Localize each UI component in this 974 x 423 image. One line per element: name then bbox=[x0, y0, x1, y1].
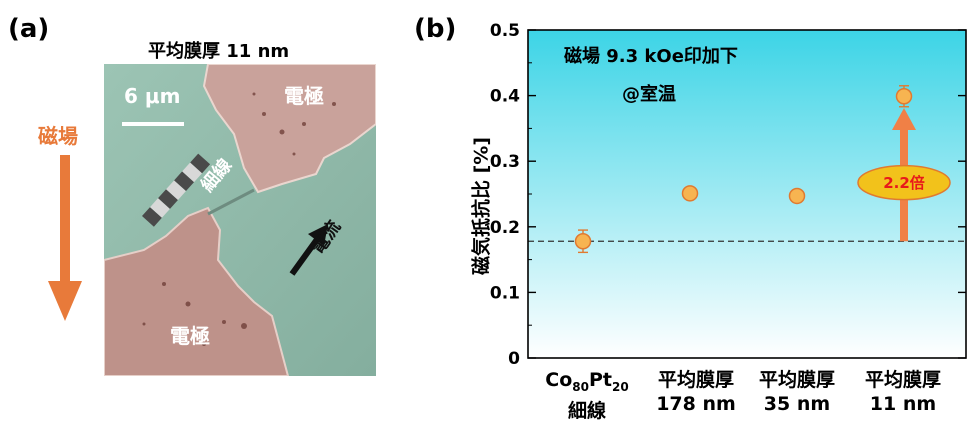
ratio-ellipse-shape bbox=[857, 164, 951, 201]
data-series bbox=[574, 85, 913, 254]
y-tick-label-1: 0.1 bbox=[490, 283, 520, 303]
x-cat1-sub1: 80 bbox=[572, 379, 589, 394]
scale-bar-label: 6 μm bbox=[124, 84, 181, 108]
y-tick-label-5: 0.5 bbox=[490, 21, 520, 41]
electrode-top-label: 電極 bbox=[284, 84, 324, 108]
x-cat1-base2: Pt bbox=[588, 369, 612, 391]
wire bbox=[207, 188, 255, 216]
ratio-ellipse: 2.2倍 bbox=[857, 164, 951, 201]
x-category-4: 平均膜厚 11 nm bbox=[843, 368, 963, 416]
x-cat1-line2: 細線 bbox=[567, 399, 606, 422]
data-point-4 bbox=[895, 85, 913, 108]
data-marker bbox=[681, 185, 699, 202]
panel-b-label: (b) bbox=[414, 14, 457, 44]
micrograph-image bbox=[103, 63, 377, 377]
x-category-1: Co80Pt20 細線 bbox=[527, 368, 647, 423]
x-cat3-line2: 35 nm bbox=[763, 393, 831, 415]
x-cat1-base1: Co bbox=[545, 369, 573, 391]
panel-a-title: 平均膜厚 11 nm bbox=[148, 41, 290, 62]
electrode-bottom-label: 電極 bbox=[170, 324, 210, 348]
x-cat2-line2: 178 nm bbox=[656, 393, 736, 415]
data-marker bbox=[895, 88, 913, 105]
field-arrow-icon bbox=[48, 155, 82, 321]
data-marker bbox=[574, 232, 592, 250]
x-category-2: 平均膜厚 178 nm bbox=[636, 368, 756, 416]
data-marker bbox=[788, 187, 806, 205]
data-point-3 bbox=[788, 187, 806, 205]
data-point-2 bbox=[681, 185, 699, 202]
current-arrow-icon bbox=[289, 224, 328, 276]
arrow-head bbox=[892, 108, 916, 130]
y-tick-label-4: 0.4 bbox=[490, 87, 520, 107]
domain-stripes bbox=[142, 153, 211, 227]
annotation-field: 磁場 9.3 kOe印加下 bbox=[564, 45, 738, 67]
x-cat2-line1: 平均膜厚 bbox=[657, 369, 734, 391]
y-axis-label: 磁気抵抗比 [%] bbox=[470, 136, 493, 276]
y-tick-label-2: 0.2 bbox=[490, 218, 520, 238]
scale-bar bbox=[122, 122, 184, 126]
annotation-temperature: @室温 bbox=[622, 83, 676, 105]
micrograph: 6 μm 電極 電極 細線 電流 bbox=[103, 63, 377, 377]
x-cat4-line1: 平均膜厚 bbox=[864, 369, 941, 391]
ratio-label: 2.2倍 bbox=[883, 174, 925, 192]
field-label: 磁場 bbox=[38, 124, 78, 148]
y-tick-label-3: 0.3 bbox=[490, 152, 520, 172]
x-category-3: 平均膜厚 35 nm bbox=[737, 368, 857, 416]
data-point-1 bbox=[574, 229, 592, 254]
y-axis: 0 0.1 0.2 0.3 0.4 0.5 bbox=[490, 21, 966, 369]
panel-a-label: (a) bbox=[8, 14, 50, 44]
x-cat4-line2: 11 nm bbox=[869, 393, 937, 415]
y-tick-label-0: 0 bbox=[508, 349, 520, 369]
x-cat1-sub2: 20 bbox=[612, 379, 629, 394]
x-cat3-line1: 平均膜厚 bbox=[758, 369, 835, 391]
